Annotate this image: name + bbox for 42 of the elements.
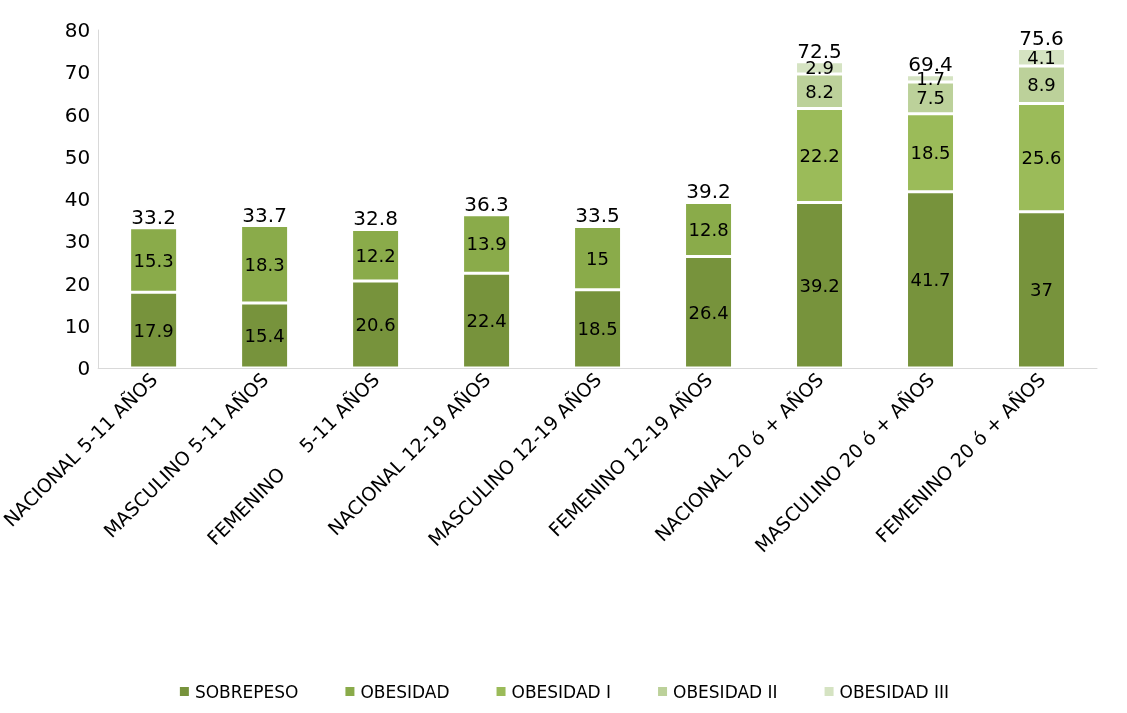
data-label: 7.5 (916, 87, 945, 109)
total-label: 39.2 (686, 179, 731, 204)
data-label: 26.4 (688, 301, 729, 323)
total-label: 36.3 (464, 191, 509, 216)
legend-label: OBESIDAD (360, 681, 450, 702)
total-label: 33.7 (242, 202, 287, 227)
legend-label: SOBREPESO (194, 681, 299, 702)
y-tick-label: 0 (77, 356, 91, 380)
legend-label: OBESIDAD III (839, 681, 950, 702)
y-tick-label: 70 (64, 60, 91, 85)
total-label: 33.5 (575, 203, 620, 228)
y-tick-label: 50 (64, 144, 91, 169)
data-label: 18.5 (577, 318, 618, 340)
y-tick-label: 80 (64, 18, 91, 42)
total-label: 32.8 (353, 206, 398, 231)
data-label: 2.9 (805, 57, 834, 79)
data-label: 17.9 (133, 319, 174, 341)
y-tick-label: 10 (64, 313, 91, 338)
y-tick-label: 60 (64, 102, 91, 127)
data-label: 12.8 (688, 218, 729, 240)
data-label: 25.6 (1021, 147, 1062, 169)
data-label: 37 (1030, 279, 1053, 301)
data-label: 12.2 (355, 244, 396, 266)
data-label: 13.9 (466, 233, 507, 255)
data-label: 20.6 (355, 313, 396, 335)
data-label: 39.2 (799, 274, 840, 296)
y-tick-label: 40 (64, 187, 91, 211)
legend-label: OBESIDAD II (673, 681, 778, 702)
data-label: 22.2 (799, 144, 840, 166)
data-label: 8.2 (805, 80, 834, 102)
data-label: 8.9 (1027, 74, 1056, 96)
data-label: 18.5 (910, 142, 951, 164)
data-label: 15.4 (244, 324, 285, 346)
data-label: 15 (586, 247, 610, 269)
legend-label: OBESIDAD I (511, 681, 612, 702)
data-label: 18.3 (244, 253, 285, 275)
data-label: 22.4 (466, 310, 507, 332)
y-tick-label: 20 (64, 271, 91, 296)
data-label: 15.3 (133, 249, 174, 271)
y-tick-label: 30 (64, 229, 91, 254)
data-label: 41.7 (910, 269, 951, 291)
total-label: 33.2 (131, 204, 176, 229)
